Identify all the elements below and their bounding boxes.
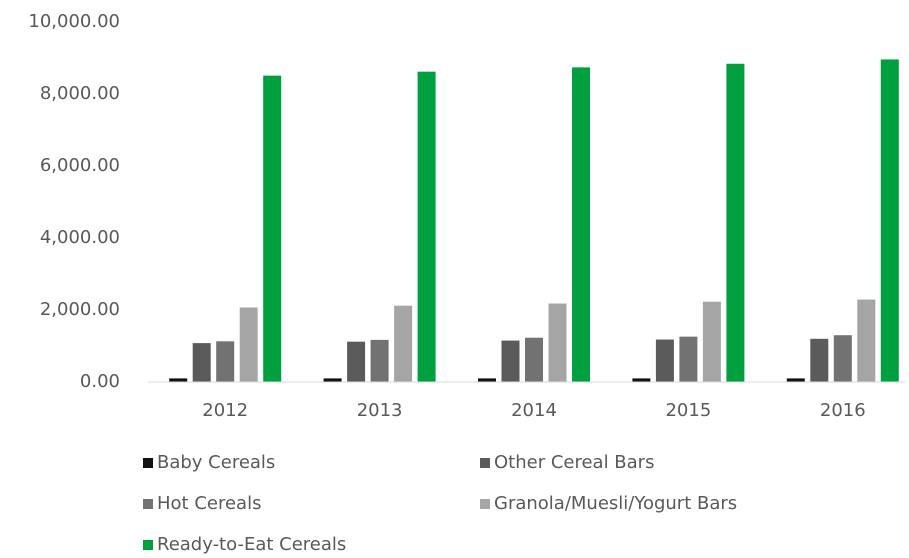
bar [501,340,520,382]
y-tick-label: 8,000.00 [40,83,120,104]
bar [347,341,366,382]
bar [323,378,342,382]
legend-label: Other Cereal Bars [494,452,654,473]
legend-swatch [480,458,490,468]
bar [239,307,258,382]
bar [548,303,567,382]
legend-swatch [480,499,490,509]
bar [786,378,805,382]
bar [169,378,188,382]
x-tick-label: 2013 [357,400,403,421]
bar [679,336,698,382]
bar [216,341,235,382]
bar [857,299,876,382]
bar [417,71,436,383]
legend-label: Baby Cereals [157,452,275,473]
y-tick-label: 2,000.00 [40,299,120,320]
bar [263,75,282,382]
legend-label: Ready-to-Eat Cereals [157,534,346,555]
y-tick-label: 6,000.00 [40,155,120,176]
legend-label: Granola/Muesli/Yogurt Bars [494,493,737,514]
bar [572,67,590,383]
y-tick-label: 10,000.00 [28,11,120,32]
legend-swatch [143,458,153,468]
legend-swatch [143,499,153,509]
bar [370,339,389,382]
bar [702,301,721,382]
x-tick-label: 2015 [665,400,711,421]
legend-swatch [143,540,153,550]
y-tick-label: 4,000.00 [40,227,120,248]
bar [810,338,829,382]
bar [655,339,674,382]
x-tick-label: 2012 [202,400,248,421]
legend-label: Hot Cereals [157,493,261,514]
bar [726,63,745,382]
bar [525,337,543,382]
bar [478,378,496,382]
x-tick-label: 2014 [511,400,557,421]
bar [880,59,899,382]
bar [632,378,651,382]
bar [833,335,852,382]
x-tick-label: 2016 [820,400,866,421]
y-tick-label: 0.00 [80,371,120,392]
bar [394,305,413,382]
bar [192,343,211,382]
